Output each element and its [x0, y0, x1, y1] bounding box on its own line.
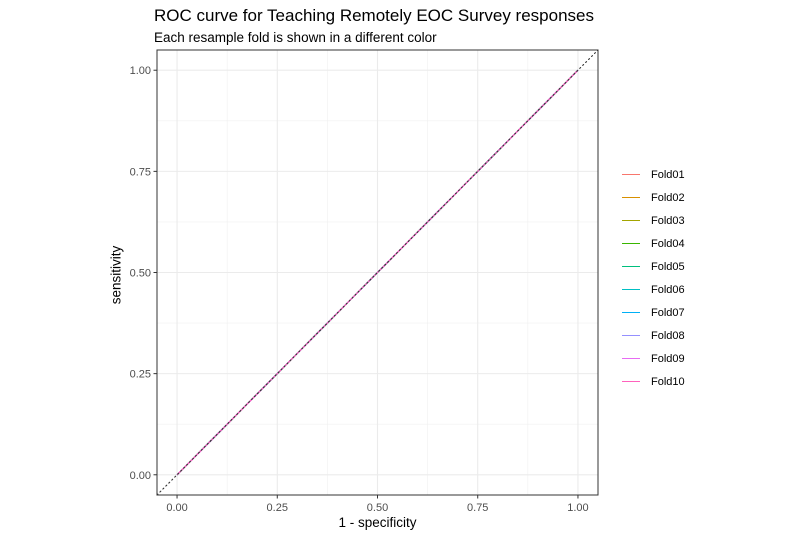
legend-item: Fold01 [622, 163, 685, 186]
legend-item: Fold09 [622, 347, 685, 370]
legend-item: Fold05 [622, 255, 685, 278]
legend-label: Fold04 [651, 237, 685, 250]
x-tick-label: 1.00 [567, 502, 588, 514]
legend-item: Fold10 [622, 370, 685, 393]
x-tick-label: 0.50 [367, 502, 388, 514]
chart-subtitle: Each resample fold is shown in a differe… [154, 30, 437, 45]
x-axis-label: 1 - specificity [338, 515, 417, 530]
legend-item: Fold04 [622, 232, 685, 255]
x-tick-label: 0.25 [267, 502, 288, 514]
legend-item: Fold03 [622, 209, 685, 232]
legend-label: Fold05 [651, 260, 685, 273]
legend-item: Fold02 [622, 186, 685, 209]
x-tick-label: 0.75 [467, 502, 488, 514]
legend-key-swatch [622, 357, 640, 360]
y-tick-label: 0.25 [130, 369, 151, 381]
legend-key-swatch [622, 334, 640, 337]
legend-key-swatch [622, 288, 640, 291]
reference-diagonal-line [156, 49, 599, 496]
legend-item: Fold07 [622, 301, 685, 324]
y-axis-label: sensitivity [108, 245, 124, 305]
legend-label: Fold02 [651, 191, 685, 204]
legend-label: Fold07 [651, 306, 685, 319]
y-tick-label: 0.00 [130, 470, 151, 482]
y-tick-label: 0.50 [130, 268, 151, 280]
legend-key-swatch [622, 380, 640, 383]
y-tick-label: 1.00 [130, 65, 151, 77]
legend-key-swatch [622, 242, 640, 245]
y-tick-label: 0.75 [130, 166, 151, 178]
legend-label: Fold10 [651, 375, 685, 388]
legend-label: Fold08 [651, 329, 685, 342]
legend-label: Fold03 [651, 214, 685, 227]
legend-item: Fold08 [622, 324, 685, 347]
legend-item: Fold06 [622, 278, 685, 301]
legend-key-swatch [622, 173, 640, 176]
chart-title: ROC curve for Teaching Remotely EOC Surv… [154, 6, 594, 25]
legend-label: Fold06 [651, 283, 685, 296]
legend-key-swatch [622, 265, 640, 268]
legend-key-swatch [622, 196, 640, 199]
legend-key-swatch [622, 219, 640, 222]
x-tick-label: 0.00 [166, 502, 187, 514]
legend-key-swatch [622, 311, 640, 314]
legend-label: Fold01 [651, 168, 685, 181]
legend-label: Fold09 [651, 352, 685, 365]
